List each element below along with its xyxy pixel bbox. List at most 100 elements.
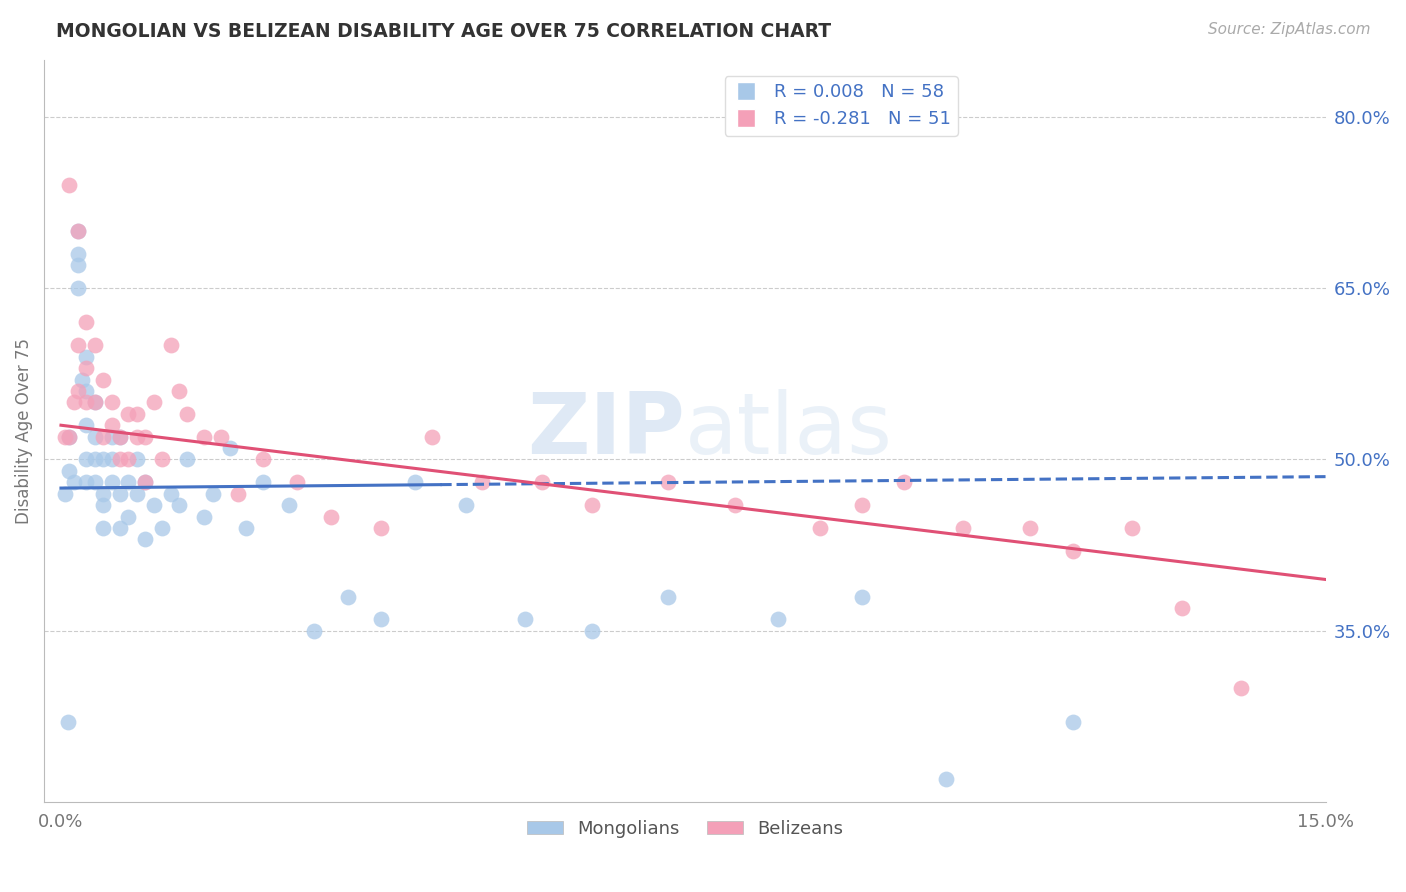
Text: atlas: atlas: [685, 390, 893, 473]
Point: [724, 498, 747, 512]
Point: [454, 498, 477, 512]
Point: [193, 509, 215, 524]
Point: [56, 715, 79, 730]
Point: [66, 338, 89, 352]
Point: [117, 452, 139, 467]
Point: [100, 395, 122, 409]
Text: Source: ZipAtlas.com: Source: ZipAtlas.com: [1208, 22, 1371, 37]
Point: [134, 533, 156, 547]
Point: [370, 612, 392, 626]
Point: [159, 338, 181, 352]
Point: [134, 475, 156, 490]
Point: [75, 384, 97, 398]
Point: [851, 498, 873, 512]
Point: [201, 487, 224, 501]
Point: [193, 430, 215, 444]
Point: [66, 224, 89, 238]
Point: [1171, 601, 1194, 615]
Point: [62, 475, 84, 490]
Point: [100, 475, 122, 490]
Point: [302, 624, 325, 638]
Point: [62, 395, 84, 409]
Point: [218, 441, 240, 455]
Point: [134, 430, 156, 444]
Point: [142, 395, 165, 409]
Point: [893, 475, 915, 490]
Point: [1230, 681, 1253, 695]
Point: [75, 350, 97, 364]
Point: [150, 452, 173, 467]
Point: [91, 372, 114, 386]
Point: [117, 475, 139, 490]
Point: [657, 475, 679, 490]
Point: [117, 407, 139, 421]
Point: [808, 521, 831, 535]
Legend: Mongolians, Belizeans: Mongolians, Belizeans: [519, 813, 851, 846]
Point: [150, 521, 173, 535]
Point: [1062, 544, 1084, 558]
Point: [83, 430, 105, 444]
Point: [471, 475, 494, 490]
Point: [226, 487, 249, 501]
Point: [91, 430, 114, 444]
Point: [53, 430, 76, 444]
Point: [952, 521, 974, 535]
Point: [66, 224, 89, 238]
Point: [420, 430, 443, 444]
Point: [134, 475, 156, 490]
Point: [108, 452, 131, 467]
Point: [91, 487, 114, 501]
Point: [75, 452, 97, 467]
Point: [70, 372, 93, 386]
Point: [235, 521, 257, 535]
Point: [117, 509, 139, 524]
Point: [100, 452, 122, 467]
Point: [1019, 521, 1042, 535]
Point: [75, 475, 97, 490]
Point: [581, 498, 603, 512]
Point: [851, 590, 873, 604]
Point: [66, 281, 89, 295]
Point: [91, 521, 114, 535]
Point: [766, 612, 789, 626]
Point: [58, 430, 80, 444]
Point: [176, 452, 198, 467]
Point: [75, 315, 97, 329]
Point: [513, 612, 536, 626]
Point: [125, 487, 148, 501]
Point: [83, 452, 105, 467]
Text: ZIP: ZIP: [527, 390, 685, 473]
Point: [58, 178, 80, 193]
Point: [336, 590, 359, 604]
Point: [404, 475, 426, 490]
Point: [935, 772, 957, 787]
Point: [252, 452, 274, 467]
Point: [252, 475, 274, 490]
Point: [66, 384, 89, 398]
Point: [58, 430, 80, 444]
Point: [125, 452, 148, 467]
Point: [83, 475, 105, 490]
Point: [581, 624, 603, 638]
Point: [53, 487, 76, 501]
Point: [285, 475, 308, 490]
Point: [277, 498, 299, 512]
Point: [530, 475, 553, 490]
Point: [108, 430, 131, 444]
Point: [75, 361, 97, 376]
Point: [176, 407, 198, 421]
Point: [209, 430, 232, 444]
Point: [100, 430, 122, 444]
Point: [75, 395, 97, 409]
Point: [370, 521, 392, 535]
Point: [657, 590, 679, 604]
Point: [125, 407, 148, 421]
Point: [83, 395, 105, 409]
Point: [91, 498, 114, 512]
Point: [319, 509, 342, 524]
Point: [83, 338, 105, 352]
Point: [142, 498, 165, 512]
Point: [66, 247, 89, 261]
Point: [83, 395, 105, 409]
Point: [167, 384, 190, 398]
